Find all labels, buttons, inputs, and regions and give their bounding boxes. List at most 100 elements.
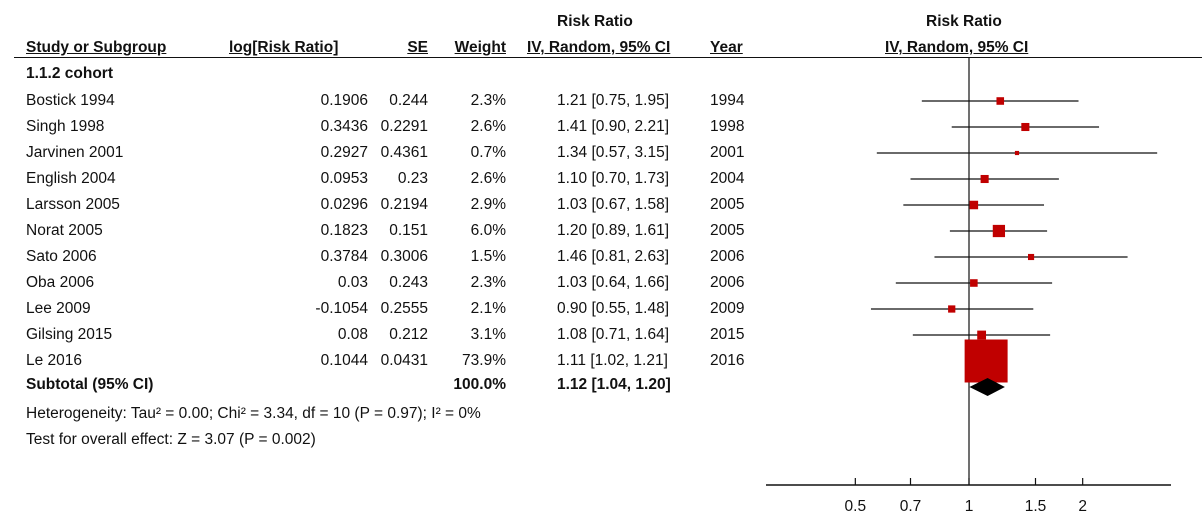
point-marker xyxy=(980,174,989,184)
cell-year: 1998 xyxy=(710,118,745,135)
cell-name: Larsson 2005 xyxy=(26,196,120,213)
risk-ratio-plot-header: Risk Ratio xyxy=(926,13,1002,30)
cell-weight: 2.3% xyxy=(470,92,506,109)
cell-ci-text: 1.41 [0.90, 2.21] xyxy=(557,118,670,135)
point-marker xyxy=(1021,122,1030,132)
cell-weight: 6.0% xyxy=(470,222,506,239)
cell-name: Jarvinen 2001 xyxy=(26,144,124,161)
x-tick-label: 0.5 xyxy=(845,498,867,515)
cell-year: 2006 xyxy=(710,248,745,265)
cell-se: 0.0431 xyxy=(380,352,428,369)
cell-ci-text: 1.03 [0.67, 1.58] xyxy=(557,196,670,213)
cell-se: 0.23 xyxy=(397,170,428,187)
plot-header-method: IV, Random, 95% CI xyxy=(885,39,1029,56)
subtotal-label: Subtotal (95% CI) xyxy=(26,376,154,393)
cell-log-rr: 0.1823 xyxy=(320,222,368,239)
cell-year: 2005 xyxy=(710,222,745,239)
cell-year: 2006 xyxy=(710,274,745,291)
col-header-weight: Weight xyxy=(454,39,506,56)
cell-year: 2005 xyxy=(710,196,745,213)
point-marker xyxy=(1014,150,1020,156)
cell-log-rr: 0.0296 xyxy=(320,196,368,213)
cell-weight: 1.5% xyxy=(470,248,506,265)
cell-ci-text: 1.34 [0.57, 3.15] xyxy=(557,144,670,161)
cell-weight: 2.6% xyxy=(470,118,506,135)
cell-name: Singh 1998 xyxy=(26,118,105,135)
col-header-method: IV, Random, 95% CI xyxy=(527,39,671,56)
point-marker xyxy=(992,224,1006,238)
cell-log-rr: 0.03 xyxy=(337,274,368,291)
cell-se: 0.4361 xyxy=(380,144,428,161)
cell-ci-text: 1.11 [1.02, 1.21] xyxy=(557,352,668,369)
cell-year: 2001 xyxy=(710,144,745,161)
cell-se: 0.244 xyxy=(389,92,428,109)
cell-ci-text: 1.10 [0.70, 1.73] xyxy=(557,170,670,187)
cell-name: Oba 2006 xyxy=(26,274,95,291)
x-tick-label: 0.7 xyxy=(900,498,922,515)
cell-weight: 73.9% xyxy=(462,352,506,369)
cell-weight: 2.6% xyxy=(470,170,506,187)
overall-effect-text: Test for overall effect: Z = 3.07 (P = 0… xyxy=(26,431,316,448)
cell-year: 2015 xyxy=(710,326,745,343)
point-marker xyxy=(1028,253,1035,261)
cell-se: 0.2291 xyxy=(380,118,428,135)
cell-year: 1994 xyxy=(710,92,745,109)
risk-ratio-table-header: Risk Ratio xyxy=(557,13,633,30)
cell-name: Sato 2006 xyxy=(26,248,97,265)
cell-log-rr: 0.1906 xyxy=(320,92,368,109)
subtotal-weight: 100.0% xyxy=(453,376,506,393)
col-header-log-rr: log[Risk Ratio] xyxy=(229,39,339,56)
cell-ci-text: 1.08 [0.71, 1.64] xyxy=(557,326,670,343)
cell-year: 2004 xyxy=(710,170,745,187)
point-marker xyxy=(977,330,987,340)
cell-name: Gilsing 2015 xyxy=(26,326,113,343)
cell-se: 0.243 xyxy=(389,274,428,291)
cell-year: 2009 xyxy=(710,300,745,317)
cell-ci-text: 1.03 [0.64, 1.66] xyxy=(557,274,670,291)
cell-weight: 2.9% xyxy=(470,196,506,213)
cell-log-rr: 0.2927 xyxy=(320,144,368,161)
cell-weight: 2.3% xyxy=(470,274,506,291)
point-marker xyxy=(970,279,978,287)
cell-weight: 3.1% xyxy=(470,326,506,343)
cell-log-rr: 0.3436 xyxy=(320,118,368,135)
cell-se: 0.3006 xyxy=(380,248,428,265)
cell-year: 2016 xyxy=(710,352,745,369)
cell-se: 0.212 xyxy=(389,326,428,343)
cell-log-rr: 0.0953 xyxy=(320,170,368,187)
subtotal-ci: 1.12 [1.04, 1.20] xyxy=(557,376,671,393)
cell-log-rr: 0.08 xyxy=(337,326,368,343)
point-marker xyxy=(964,339,1008,383)
col-header-se: SE xyxy=(407,39,428,56)
cell-name: Lee 2009 xyxy=(26,300,91,317)
col-header-year: Year xyxy=(710,39,743,56)
cell-name: English 2004 xyxy=(26,170,116,187)
cell-name: Norat 2005 xyxy=(26,222,103,239)
cell-se: 0.2194 xyxy=(380,196,428,213)
point-marker xyxy=(969,200,979,210)
x-tick-label: 1 xyxy=(965,498,974,515)
point-marker xyxy=(996,97,1005,105)
cell-weight: 2.1% xyxy=(470,300,506,317)
cell-se: 0.2555 xyxy=(380,300,428,317)
heterogeneity-text: Heterogeneity: Tau² = 0.00; Chi² = 3.34,… xyxy=(26,405,481,422)
cell-weight: 0.7% xyxy=(470,144,506,161)
point-marker xyxy=(948,305,956,313)
cell-log-rr: 0.3784 xyxy=(320,248,368,265)
subtotal-diamond xyxy=(969,378,1005,396)
cell-name: Bostick 1994 xyxy=(26,92,115,109)
cell-se: 0.151 xyxy=(389,222,428,239)
cell-ci-text: 1.21 [0.75, 1.95] xyxy=(557,92,670,109)
cell-log-rr: -0.1054 xyxy=(315,300,368,317)
cell-log-rr: 0.1044 xyxy=(320,352,368,369)
cell-name: Le 2016 xyxy=(26,352,83,369)
cell-ci-text: 1.20 [0.89, 1.61] xyxy=(557,222,670,239)
header-rule xyxy=(14,57,1202,58)
x-tick-label: 1.5 xyxy=(1025,498,1047,515)
col-header-study: Study or Subgroup xyxy=(26,39,167,56)
cell-ci-text: 0.90 [0.55, 1.48] xyxy=(557,300,670,317)
cell-ci-text: 1.46 [0.81, 2.63] xyxy=(557,248,670,265)
x-tick-label: 2 xyxy=(1078,498,1087,515)
subgroup-label: 1.1.2 cohort xyxy=(26,65,113,82)
